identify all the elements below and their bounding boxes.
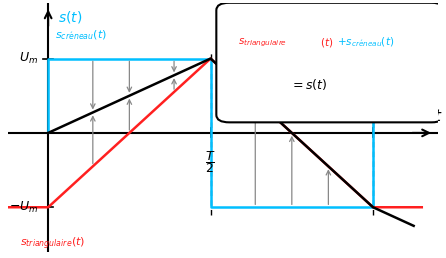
Text: $s_{cr\acute{e}neau}(t)$: $s_{cr\acute{e}neau}(t)$: [55, 29, 107, 42]
Text: $(t)$: $(t)$: [320, 36, 333, 49]
Text: $s_{triangulaire}$: $s_{triangulaire}$: [238, 36, 287, 49]
Text: $t$: $t$: [434, 108, 442, 124]
Text: $T$: $T$: [368, 109, 378, 122]
Text: $U_m$: $U_m$: [19, 51, 38, 66]
Text: $= s(t)$: $= s(t)$: [289, 77, 327, 92]
Text: $- U_m$: $- U_m$: [9, 200, 38, 215]
Text: $s(t)$: $s(t)$: [58, 9, 82, 25]
Text: $s_{triangulaire}(t)$: $s_{triangulaire}(t)$: [20, 236, 85, 252]
Text: $\dfrac{T}{2}$: $\dfrac{T}{2}$: [205, 149, 216, 175]
FancyBboxPatch shape: [216, 3, 445, 122]
Text: $+ s_{cr\acute{e}neau}(t)$: $+ s_{cr\acute{e}neau}(t)$: [337, 36, 394, 50]
